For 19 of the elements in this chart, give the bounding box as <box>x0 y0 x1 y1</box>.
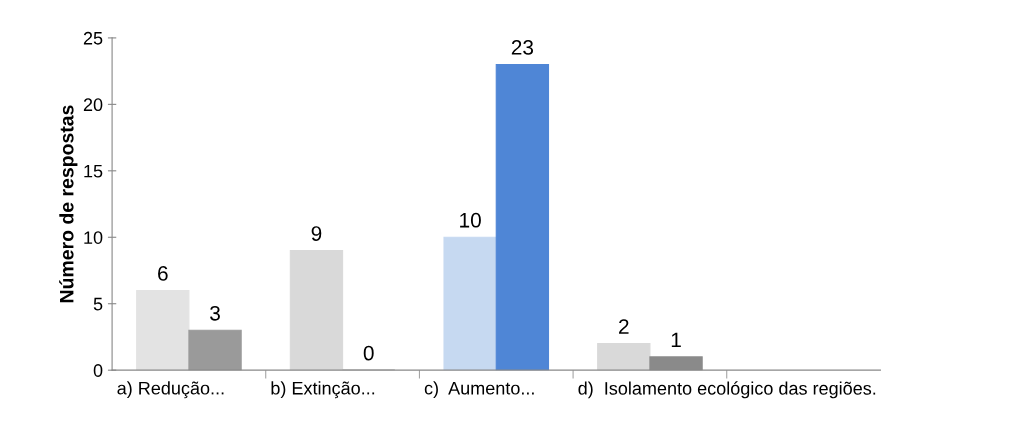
x-tick-label: c) Aumento... <box>424 381 534 399</box>
data-label: 6 <box>158 266 168 281</box>
x-tick-label: b) Extinção... <box>271 381 375 399</box>
data-label: 3 <box>210 305 220 321</box>
data-label: 0 <box>363 345 374 361</box>
x-tick-label: d) Isolamento ecológico das regiões. <box>578 381 876 399</box>
y-tick-label: 5 <box>93 297 103 311</box>
data-label: 1 <box>671 332 681 348</box>
data-label: 9 <box>311 226 322 241</box>
y-tick-label: 25 <box>83 31 103 45</box>
y-tick-label: 0 <box>93 364 103 377</box>
data-label: 10 <box>460 212 481 228</box>
x-tick-label: a) Redução... <box>117 381 224 399</box>
y-axis-title: Número de respostas <box>59 105 78 303</box>
y-tick-label: 20 <box>83 98 103 112</box>
data-label: 23 <box>511 40 534 55</box>
y-tick-label: 15 <box>84 164 103 178</box>
y-tick-label: 10 <box>84 231 103 244</box>
data-label: 2 <box>619 319 629 334</box>
